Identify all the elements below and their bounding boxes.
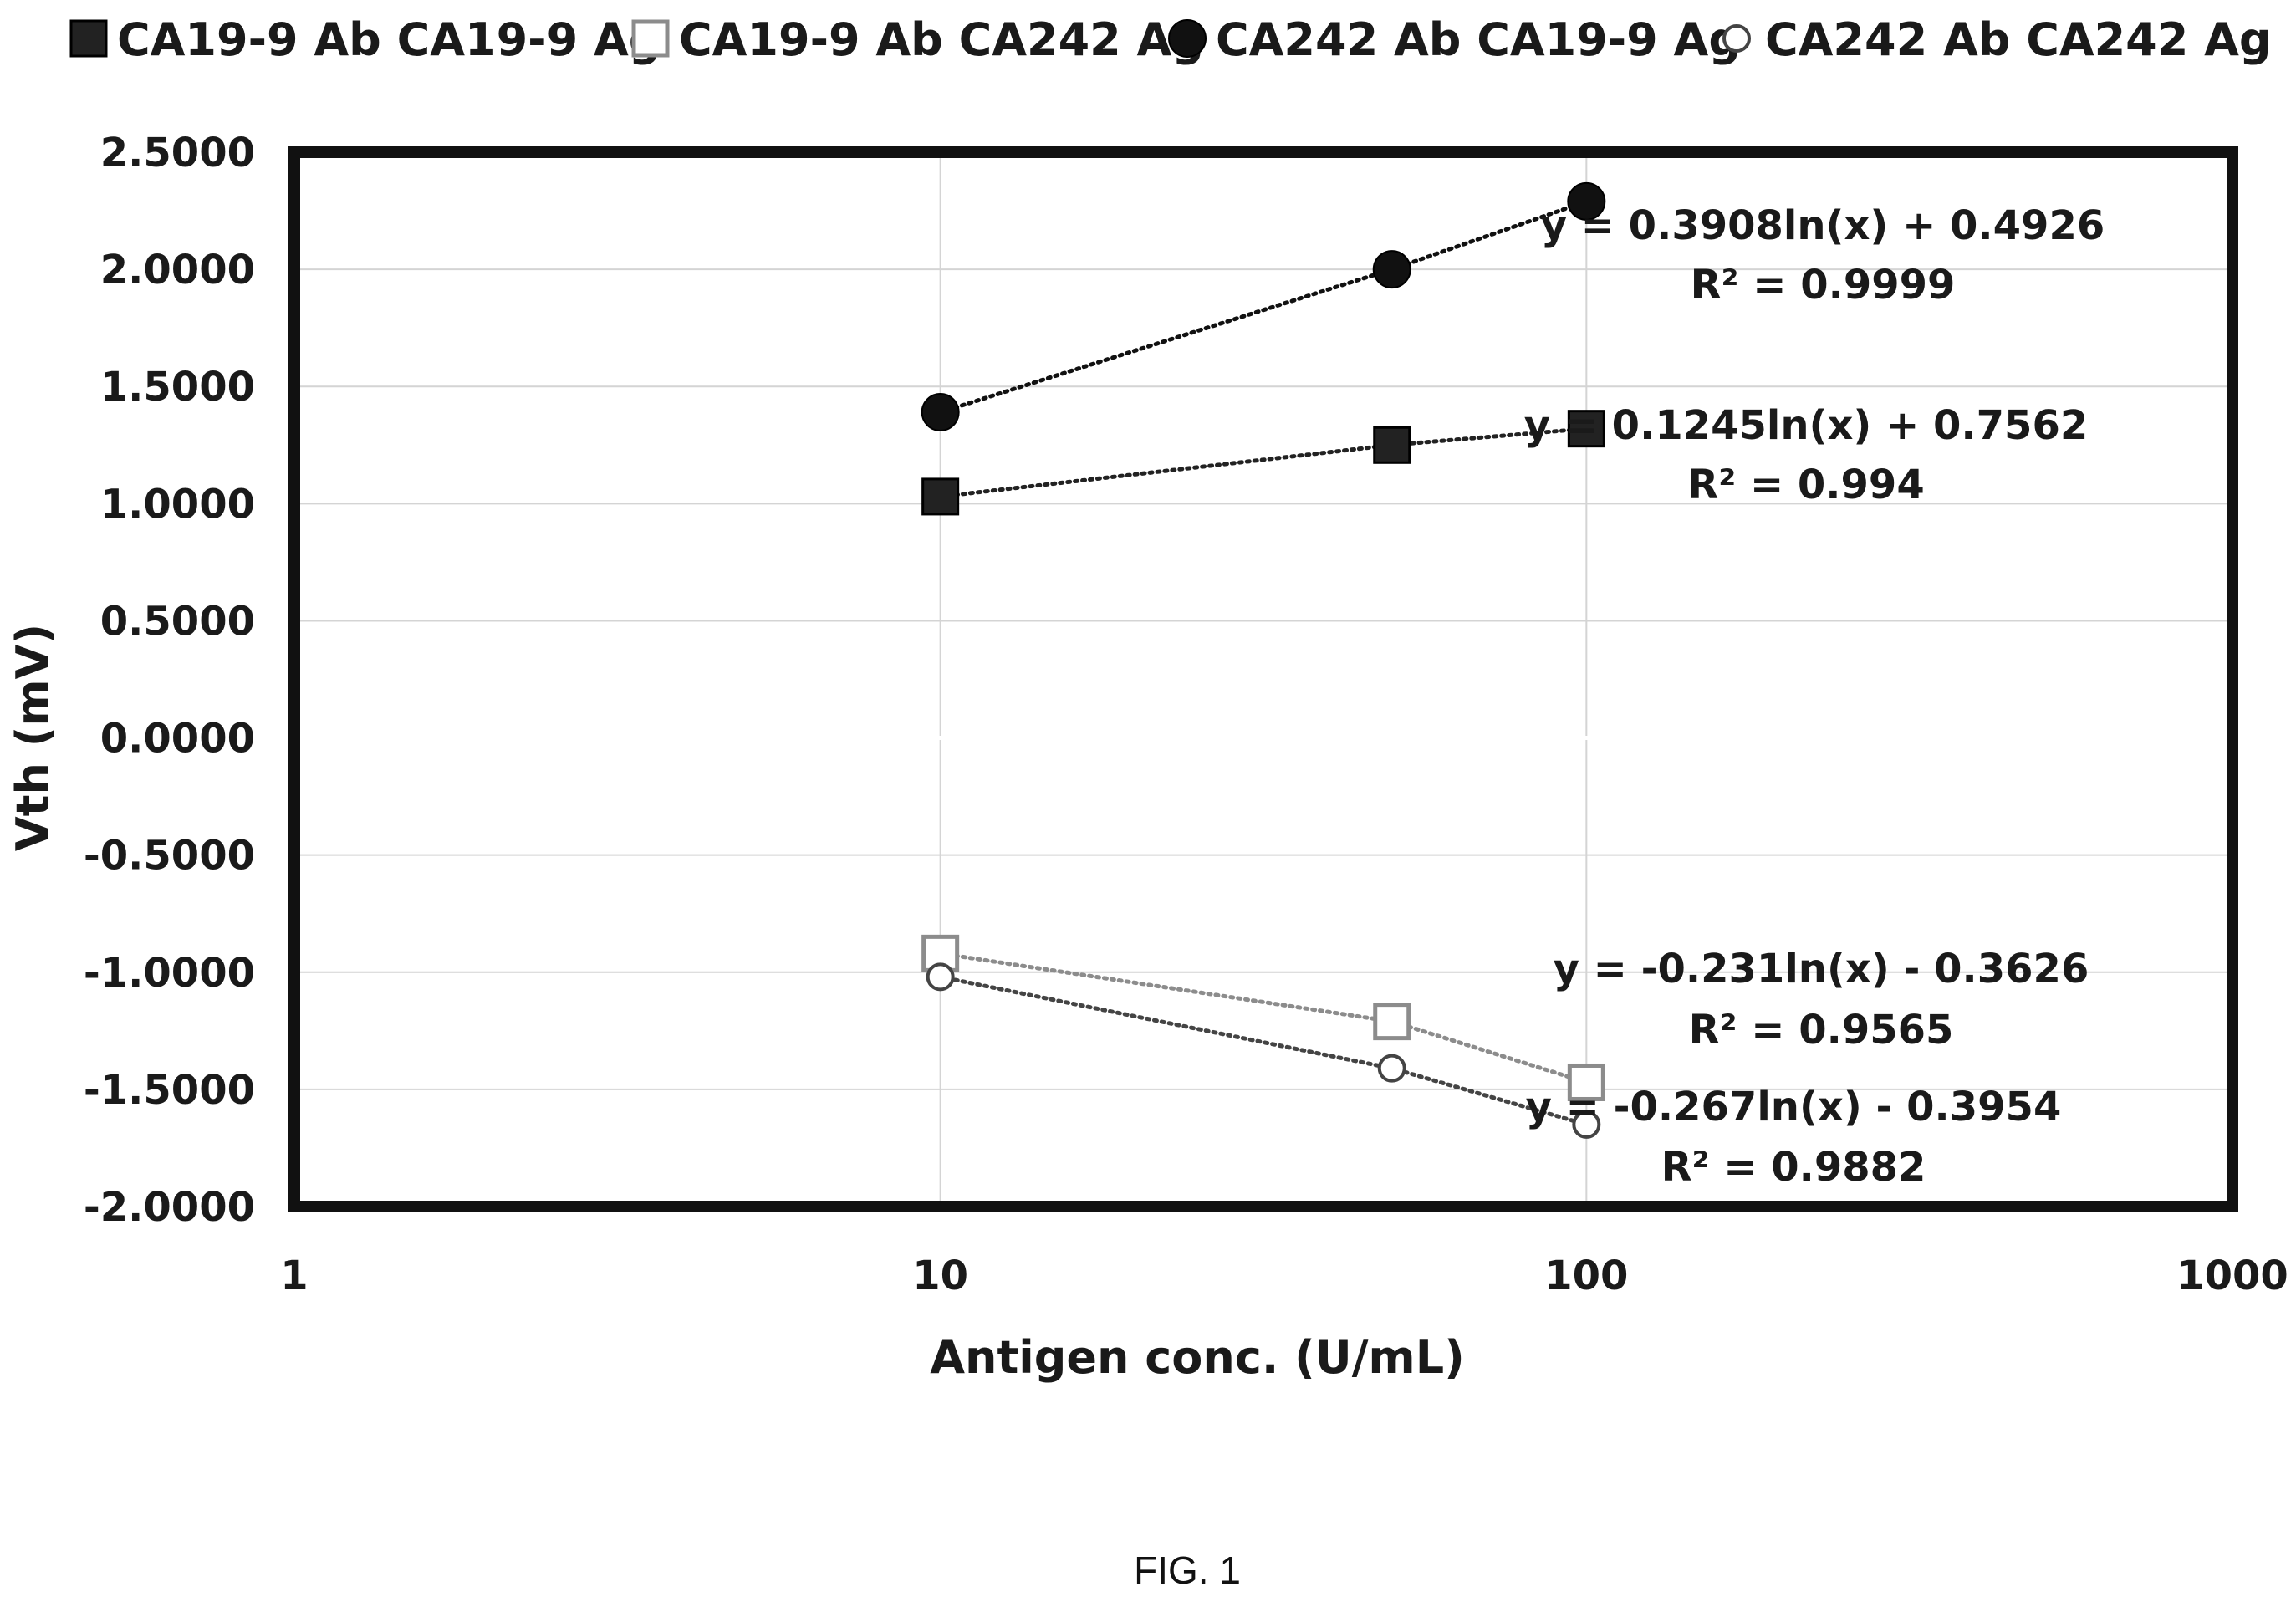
y-tick-label-6: -0.5000 [84, 833, 255, 880]
x-axis-title: Antigen conc. (U/mL) [930, 1331, 1465, 1384]
trend-equation-ca19-9-ab-ca19-9-ag: y = 0.1245ln(x) + 0.7562 [1524, 402, 2088, 449]
point-ca19-9-ab-ca19-9-ag-1 [1373, 426, 1411, 464]
y-tick-label-1: 2.0000 [100, 247, 255, 293]
legend-item-ca242-ab-ca19-9-ag: CA242 Ab CA19-9 Ag [1168, 13, 1741, 66]
trend-r2-ca242-ab-ca242-ag: R² = 0.9882 [1661, 1144, 1926, 1191]
y-tick-label-8: -1.5000 [84, 1067, 255, 1114]
legend-label-ca19-9-ab-ca19-9-ag: CA19-9 Ab CA19-9 Ag [117, 13, 661, 66]
legend-label-ca242-ab-ca19-9-ag: CA242 Ab CA19-9 Ag [1216, 13, 1741, 66]
point-ca242-ab-ca242-ag-0 [926, 962, 955, 992]
y-axis-title: Vth (mV) [7, 624, 59, 851]
legend-item-ca242-ab-ca242-ag: CA242 Ab CA242 Ag [1722, 13, 2272, 66]
legend-item-ca19-9-ab-ca242-ag: CA19-9 Ab CA242 Ag [631, 13, 1204, 66]
x-tick-label-1: 10 [912, 1253, 968, 1299]
trend-equation-ca242-ab-ca242-ag: y = -0.267ln(x) - 0.3954 [1526, 1084, 2062, 1130]
x-tick-label-3: 1000 [2176, 1253, 2288, 1299]
trendline-equations: y = 0.1245ln(x) + 0.7562 R² = 0.994 y = -0… [1524, 202, 2105, 1191]
y-tick-label-7: -1.0000 [84, 950, 255, 997]
point-ca19-9-ab-ca19-9-ag-0 [921, 477, 960, 516]
y-tick-label-4: 0.5000 [100, 598, 255, 645]
legend-marker-ca242-ab-ca19-9-ag [1168, 19, 1207, 58]
x-tick-label-2: 100 [1544, 1253, 1628, 1299]
legend-marker-ca242-ab-ca242-ag [1722, 24, 1751, 53]
trend-r2-ca19-9-ab-ca242-ag: R² = 0.9565 [1689, 1007, 1954, 1054]
point-ca242-ab-ca242-ag-2 [1572, 1110, 1601, 1139]
legend: CA19-9 Ab CA19-9 Ag CA19-9 Ab CA242 Ag CA2… [69, 13, 2272, 66]
point-ca242-ab-ca242-ag-1 [1377, 1054, 1406, 1083]
y-tick-label-9: -2.0000 [84, 1184, 255, 1231]
plot-area [288, 146, 2238, 1212]
y-tick-label-3: 1.0000 [100, 481, 255, 528]
y-tick-label-5: 0.0000 [100, 716, 255, 763]
trendline-ca19-9-ab-ca19-9-ag [938, 426, 1589, 499]
point-ca19-9-ab-ca242-ag-2 [1567, 1063, 1605, 1101]
tick-labels: 2.5000 2.0000 1.5000 1.0000 0.5000 0.0000 -0.5… [84, 130, 2288, 1299]
point-ca19-9-ab-ca242-ag-1 [1373, 1003, 1411, 1041]
trend-r2-ca242-ab-ca19-9-ag: R² = 0.9999 [1691, 262, 1956, 309]
legend-marker-ca19-9-ab-ca242-ag [631, 19, 670, 58]
point-ca242-ab-ca19-9-ag-0 [921, 393, 960, 432]
legend-label-ca19-9-ab-ca242-ag: CA19-9 Ab CA242 Ag [679, 13, 1204, 66]
legend-label-ca242-ab-ca242-ag: CA242 Ab CA242 Ag [1765, 13, 2272, 66]
y-tick-label-0: 2.5000 [100, 130, 255, 176]
point-ca242-ab-ca19-9-ag-1 [1372, 250, 1411, 289]
trend-r2-ca19-9-ab-ca19-9-ag: R² = 0.994 [1687, 462, 1924, 508]
trendline-ca19-9-ab-ca242-ag [938, 951, 1589, 1084]
trend-equation-ca242-ab-ca19-9-ag: y = 0.3908ln(x) + 0.4926 [1541, 202, 2105, 249]
x-tick-label-0: 1 [280, 1253, 308, 1299]
trendlines [938, 199, 1589, 1127]
point-ca19-9-ab-ca19-9-ag-2 [1567, 410, 1605, 448]
legend-marker-ca19-9-ab-ca19-9-ag [69, 19, 108, 58]
point-ca242-ab-ca19-9-ag-2 [1567, 181, 1606, 221]
data-points [921, 181, 1606, 1139]
y-tick-label-2: 1.5000 [100, 364, 255, 411]
trendline-ca242-ab-ca19-9-ag [938, 199, 1589, 415]
plot-frame [288, 146, 2238, 1212]
trend-equation-ca19-9-ab-ca242-ag: y = -0.231ln(x) - 0.3626 [1554, 946, 2089, 992]
legend-item-ca19-9-ab-ca19-9-ag: CA19-9 Ab CA19-9 Ag [69, 13, 661, 66]
figure-caption: FIG. 1 [1134, 1549, 1241, 1592]
